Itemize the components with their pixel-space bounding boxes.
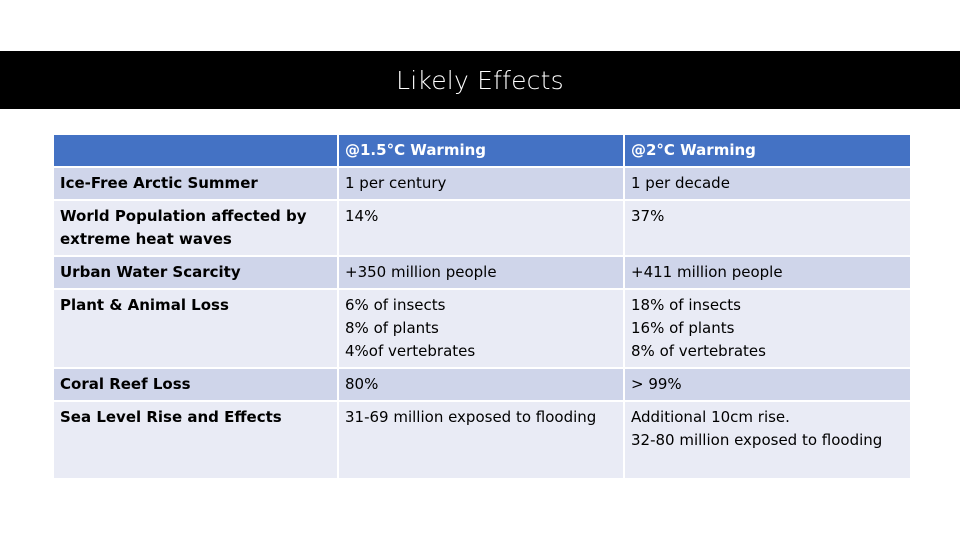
cell-1-5c: 14% — [337, 199, 625, 257]
table-row: Sea Level Rise and Effects 31-69 million… — [52, 400, 912, 480]
cell-2c: +411 million people — [623, 255, 912, 290]
cell-line: 4%of vertebrates — [345, 342, 476, 360]
row-label: Urban Water Scarcity — [52, 255, 339, 290]
cell-line: 31-69 million exposed to flooding — [345, 408, 597, 426]
cell-line: 8% of vertebrates — [631, 342, 766, 360]
row-label: Ice-Free Arctic Summer — [52, 166, 339, 201]
slide-title: Likely Effects — [396, 65, 564, 95]
cell-2c: > 99% — [623, 367, 912, 402]
row-label: Sea Level Rise and Effects — [52, 400, 339, 480]
header-cell-1-5c: @1.5°C Warming — [337, 133, 625, 168]
cell-line: Additional 10cm rise. — [631, 408, 790, 426]
table-row: World Population affected by extreme hea… — [52, 199, 912, 257]
cell-line: 1 per century — [345, 174, 447, 192]
row-label: World Population affected by extreme hea… — [52, 199, 339, 257]
table-row: Plant & Animal Loss 6% of insects 8% of … — [52, 288, 912, 369]
cell-2c: 1 per decade — [623, 166, 912, 201]
cell-2c: Additional 10cm rise. 32-80 million expo… — [623, 400, 912, 480]
cell-line: 16% of plants — [631, 319, 735, 337]
cell-line: 8% of plants — [345, 319, 439, 337]
table-row: Ice-Free Arctic Summer 1 per century 1 p… — [52, 166, 912, 201]
row-label: Coral Reef Loss — [52, 367, 339, 402]
cell-1-5c: +350 million people — [337, 255, 625, 290]
cell-line: 6% of insects — [345, 296, 446, 314]
cell-line: 37% — [631, 207, 665, 225]
header-cell-empty — [52, 133, 339, 168]
cell-line: +350 million people — [345, 263, 497, 281]
cell-line: 32-80 million exposed to flooding — [631, 431, 883, 449]
table-row: Coral Reef Loss 80% > 99% — [52, 367, 912, 402]
cell-line: 1 per decade — [631, 174, 730, 192]
cell-1-5c: 6% of insects 8% of plants 4%of vertebra… — [337, 288, 625, 369]
cell-line: 18% of insects — [631, 296, 741, 314]
table-header-row: @1.5°C Warming @2°C Warming — [52, 133, 912, 168]
title-bar: Likely Effects — [0, 51, 960, 109]
cell-1-5c: 80% — [337, 367, 625, 402]
cell-line: 80% — [345, 375, 379, 393]
cell-line: +411 million people — [631, 263, 783, 281]
cell-1-5c: 1 per century — [337, 166, 625, 201]
cell-line: > 99% — [631, 375, 682, 393]
cell-line: 14% — [345, 207, 379, 225]
table-row: Urban Water Scarcity +350 million people… — [52, 255, 912, 290]
cell-1-5c: 31-69 million exposed to flooding — [337, 400, 625, 480]
row-label: Plant & Animal Loss — [52, 288, 339, 369]
cell-2c: 18% of insects 16% of plants 8% of verte… — [623, 288, 912, 369]
effects-table: @1.5°C Warming @2°C Warming Ice-Free Arc… — [52, 133, 912, 480]
cell-2c: 37% — [623, 199, 912, 257]
header-cell-2c: @2°C Warming — [623, 133, 912, 168]
